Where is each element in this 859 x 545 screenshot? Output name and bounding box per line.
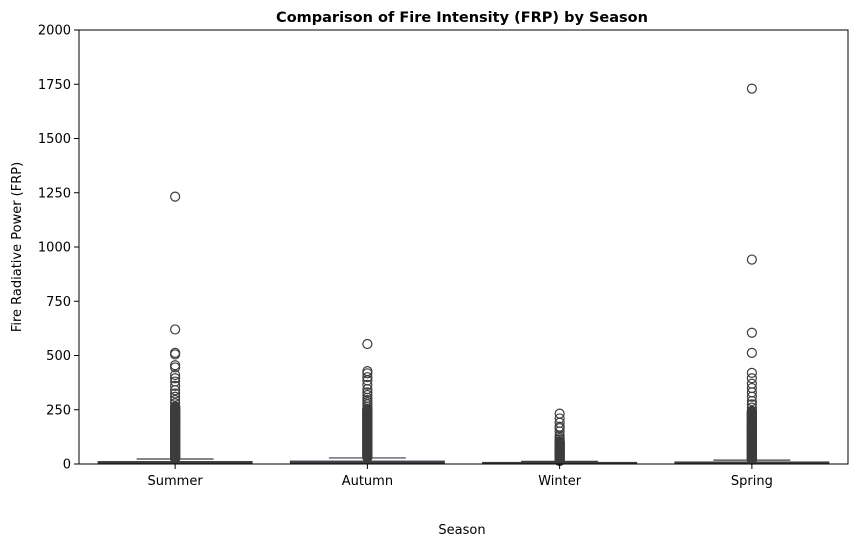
y-tick-label: 1250: [38, 186, 71, 201]
y-axis: 0 250 500 750 1000 1250 1500 1750 2000: [38, 24, 79, 473]
box-group-summer: [97, 191, 253, 465]
outlier-point: [170, 373, 181, 384]
x-axis-label: Season: [438, 523, 485, 538]
x-tick-label: Summer: [148, 474, 204, 489]
outlier-point: [170, 349, 181, 360]
outlier-point: [746, 347, 757, 358]
outlier-point: [170, 388, 181, 399]
y-tick-label: 1750: [38, 78, 71, 93]
outlier-point: [746, 327, 757, 338]
y-tick-label: 250: [46, 403, 71, 418]
outlier-point: [170, 391, 181, 402]
x-tick-label: Spring: [731, 474, 773, 489]
outlier-point: [362, 368, 373, 379]
outlier-point: [362, 403, 373, 414]
chart-title: Comparison of Fire Intensity (FRP) by Se…: [276, 10, 648, 26]
outlier-point: [170, 191, 181, 202]
box-group-spring: [674, 83, 830, 465]
outlier-point: [170, 369, 181, 381]
outlier-point: [746, 254, 757, 265]
outlier-point: [746, 391, 757, 402]
outlier-point: [554, 426, 565, 437]
plot-area: [97, 83, 830, 467]
outlier-point: [746, 405, 757, 417]
outlier-point: [746, 373, 757, 384]
y-tick-label: 1000: [38, 241, 71, 256]
outlier-point: [170, 380, 181, 391]
outlier-point: [170, 401, 181, 413]
x-tick-label: Autumn: [342, 474, 393, 489]
y-tick-label: 750: [46, 295, 71, 310]
y-tick-label: 500: [46, 349, 71, 364]
outlier-point: [362, 372, 373, 383]
outlier-point: [170, 385, 181, 396]
outlier-point: [746, 83, 757, 94]
y-tick-label: 2000: [38, 24, 71, 39]
y-tick-label: 0: [63, 458, 71, 473]
outlier-point: [554, 436, 565, 447]
outlier-point: [362, 379, 373, 390]
x-axis: Summer Autumn Winter Spring: [148, 464, 773, 489]
x-tick-label: Winter: [538, 474, 582, 489]
outlier-point: [746, 367, 757, 378]
outlier-point: [554, 413, 565, 424]
outlier-point: [170, 362, 181, 373]
y-tick-label: 1500: [38, 132, 71, 147]
outlier-point: [746, 395, 757, 407]
outlier-point: [170, 324, 181, 335]
box-group-autumn: [289, 338, 445, 465]
box-group-winter: [482, 408, 638, 467]
outlier-point: [362, 338, 373, 350]
outlier-point: [554, 423, 565, 434]
y-axis-label: Fire Radiative Power (FRP): [10, 162, 25, 332]
outlier-point: [362, 387, 373, 398]
